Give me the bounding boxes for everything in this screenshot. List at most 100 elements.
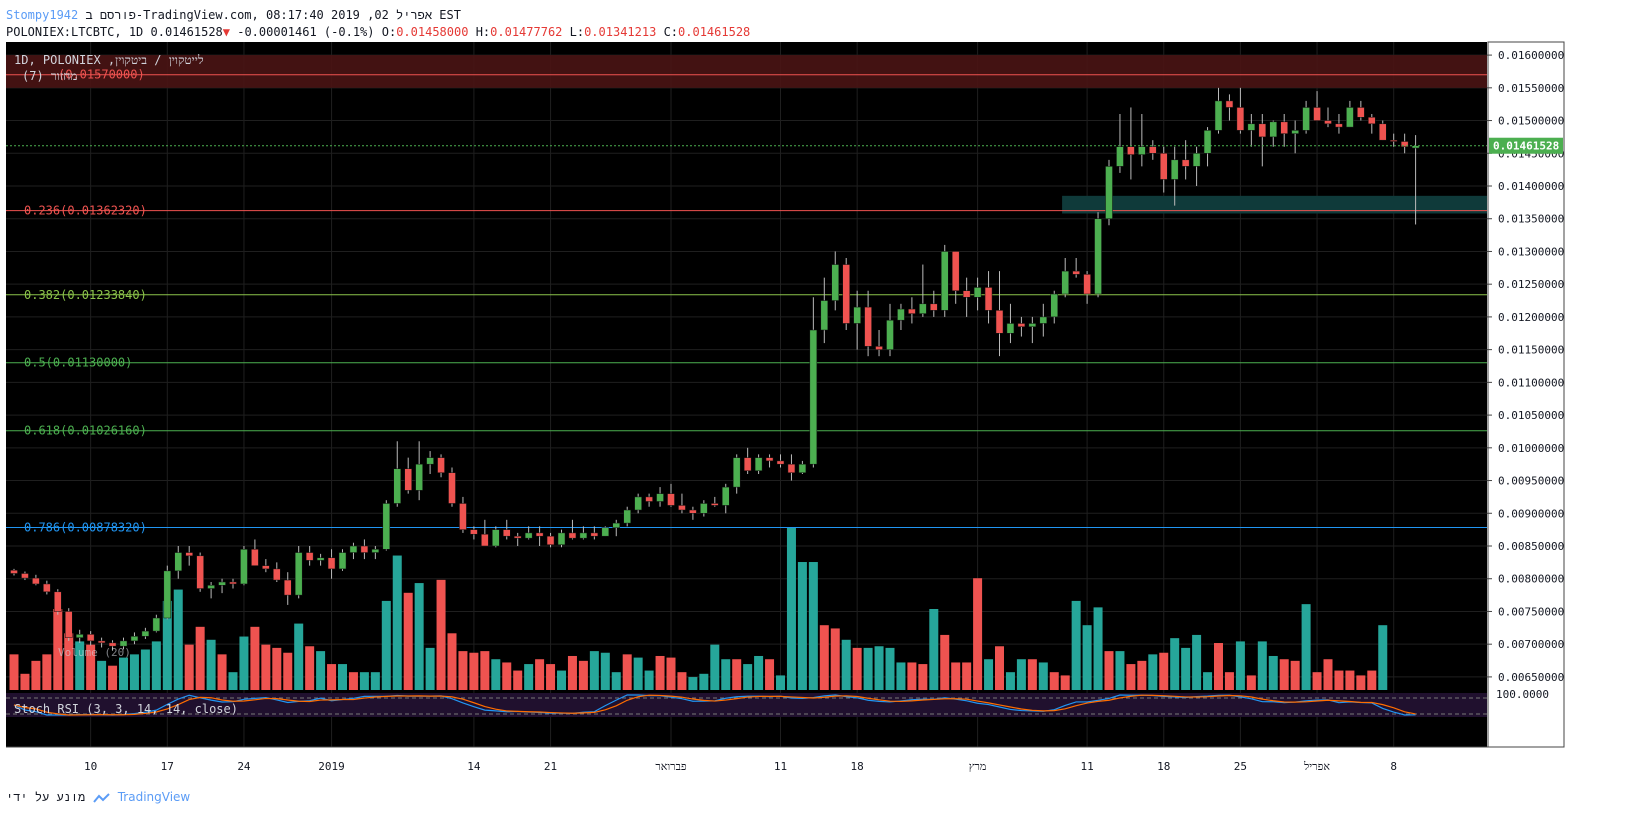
candle-body — [1094, 218, 1102, 295]
volume-label: Volume (20) — [58, 646, 131, 659]
low-label: L: — [569, 25, 585, 39]
username-link[interactable]: Stompy1942 — [6, 8, 79, 22]
candle-body — [524, 532, 533, 539]
candle — [470, 526, 478, 540]
volume-bar — [173, 589, 183, 690]
candle — [294, 546, 303, 599]
candle-body — [579, 532, 588, 539]
volume-bar — [239, 636, 249, 690]
volume-bar — [228, 672, 238, 690]
volume-bar — [830, 628, 840, 690]
volume-bar — [797, 562, 807, 690]
candle — [962, 277, 971, 317]
candle-body — [689, 509, 697, 514]
volume-bar — [162, 600, 172, 690]
candle — [503, 519, 511, 540]
candle — [108, 640, 117, 651]
candle-body — [897, 308, 905, 321]
volume-bar — [1071, 600, 1081, 690]
close-label: C: — [663, 25, 679, 39]
low-value: 0.01341213 — [584, 25, 657, 39]
candle-body — [382, 503, 391, 550]
volume-bar — [1334, 670, 1344, 690]
candle-body — [1368, 117, 1376, 125]
candle-body — [1083, 274, 1091, 295]
tradingview-brand[interactable]: TradingView — [117, 790, 191, 804]
candle-body — [251, 549, 259, 566]
candle — [185, 546, 193, 566]
price-tick-label: 0.01250000 — [1498, 278, 1564, 291]
volume-bar — [9, 654, 19, 690]
candle — [919, 264, 927, 317]
fib-level-label: 0.786(0.00878320) — [24, 520, 147, 534]
candle — [1258, 114, 1267, 167]
candle — [951, 251, 960, 304]
candle — [141, 627, 150, 639]
candle-body — [1061, 270, 1069, 295]
price-tick-label: 0.01100000 — [1498, 376, 1564, 389]
candle-body — [97, 640, 106, 644]
volume-bar — [1038, 662, 1048, 690]
volume-bar — [294, 623, 304, 690]
candle — [492, 526, 500, 548]
candle — [1389, 133, 1398, 147]
candle — [32, 574, 40, 586]
volume-bar — [75, 641, 85, 690]
symbol-description: 1D, POLONIEX ,לייטקוין / ביטקוין — [14, 53, 204, 67]
volume-bar — [863, 647, 873, 690]
volume-bar — [1268, 655, 1278, 690]
candle — [809, 297, 818, 468]
candle-body — [1006, 323, 1015, 334]
open-value: 0.01458000 — [396, 25, 469, 39]
candle-body — [908, 308, 916, 314]
candle — [1181, 140, 1190, 180]
candle-body — [919, 303, 927, 314]
tradingview-footer: מונע על ידי TradingView — [6, 790, 190, 805]
price-tick-label: 0.00750000 — [1498, 605, 1564, 618]
volume-bar — [1148, 654, 1158, 690]
candle — [229, 578, 237, 589]
candle-body — [262, 565, 270, 570]
candle — [284, 572, 292, 605]
volume-bar — [611, 672, 621, 690]
volume-bar — [1301, 604, 1311, 690]
candle — [393, 441, 401, 507]
time-tick-label: 17 — [161, 760, 174, 773]
volume-bar — [370, 672, 380, 690]
volume-bar — [776, 675, 785, 690]
volume-bar — [327, 664, 337, 690]
volume-bar — [403, 592, 413, 690]
volume-bar — [1115, 651, 1125, 690]
candle-body — [864, 306, 872, 347]
chart-header-ohlc: POLONIEX:LTCBTC, 1D 0.01461528▼ -0.00001… — [6, 25, 750, 39]
volume-bar — [1224, 672, 1234, 690]
candle — [1105, 159, 1113, 226]
candle-body — [32, 577, 40, 585]
candle-body — [229, 581, 237, 585]
volume-bar — [666, 657, 676, 690]
candle-body — [21, 573, 29, 579]
price-tick-label: 0.01350000 — [1498, 213, 1564, 226]
candle — [240, 546, 248, 586]
candle — [481, 519, 489, 547]
volume-bar — [1181, 647, 1191, 690]
candle-body — [1039, 316, 1048, 324]
candle-body — [316, 557, 325, 561]
price-chart[interactable]: 0.016000000.015500000.015000000.01450000… — [0, 0, 1627, 790]
volume-bar — [64, 633, 74, 690]
volume-bar — [195, 626, 205, 690]
price-tick-label: 0.00850000 — [1498, 540, 1564, 553]
fib-level-label: 0.236(0.01362320) — [24, 204, 147, 218]
candle-body — [732, 457, 741, 488]
candle — [1149, 140, 1157, 160]
volume-bar — [1016, 659, 1026, 690]
candle — [1138, 114, 1146, 167]
chart-header-publish: Stompy1942 פורסם ב-TradingView.com, אפרי… — [6, 8, 461, 23]
stoch-rsi-label: Stoch RSI (3, 3, 14, 14, close) — [14, 702, 238, 716]
support-zone — [1062, 195, 1487, 214]
candle — [754, 454, 763, 474]
candle-body — [349, 545, 358, 553]
volume-bar — [600, 652, 610, 690]
candle-body — [1105, 166, 1113, 219]
candle — [1324, 107, 1332, 128]
